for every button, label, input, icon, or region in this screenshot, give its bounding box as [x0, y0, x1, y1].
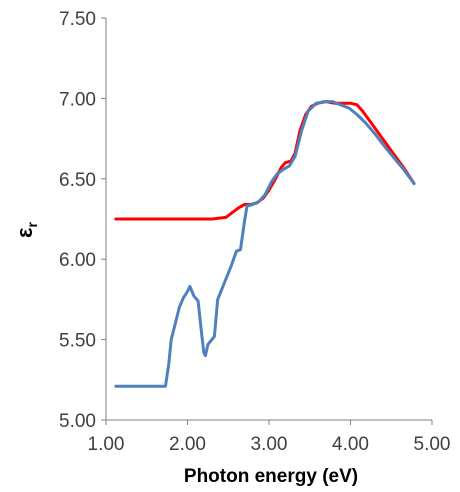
series-line-1	[114, 100, 416, 221]
x-tick-label: 5.00	[414, 434, 451, 455]
y-tick-label: 7.50	[59, 9, 96, 30]
y-tick-label: 6.50	[59, 170, 96, 191]
y-axis-title: εr	[12, 222, 40, 238]
y-tick-label: 5.50	[59, 331, 96, 352]
y-tick-label: 7.00	[59, 89, 96, 110]
x-tick-label: 2.00	[169, 434, 206, 455]
y-axis-title-subscript: r	[24, 222, 40, 228]
x-axis-title: Photon energy (eV)	[184, 466, 358, 487]
series-group	[114, 100, 416, 388]
x-tick-label: 1.00	[88, 434, 125, 455]
y-axis-title-symbol: ε	[12, 227, 37, 238]
series-line-2	[114, 100, 416, 388]
tick-group: 5.00 5.50 6.00 6.50 7.00 7.50 1.00 2.00 3.00 4.00…	[59, 9, 450, 455]
x-tick-label: 4.00	[332, 434, 369, 455]
x-tick-label: 3.00	[251, 434, 288, 455]
y-tick-label: 6.00	[59, 250, 96, 271]
y-tick-label: 5.00	[59, 411, 96, 432]
